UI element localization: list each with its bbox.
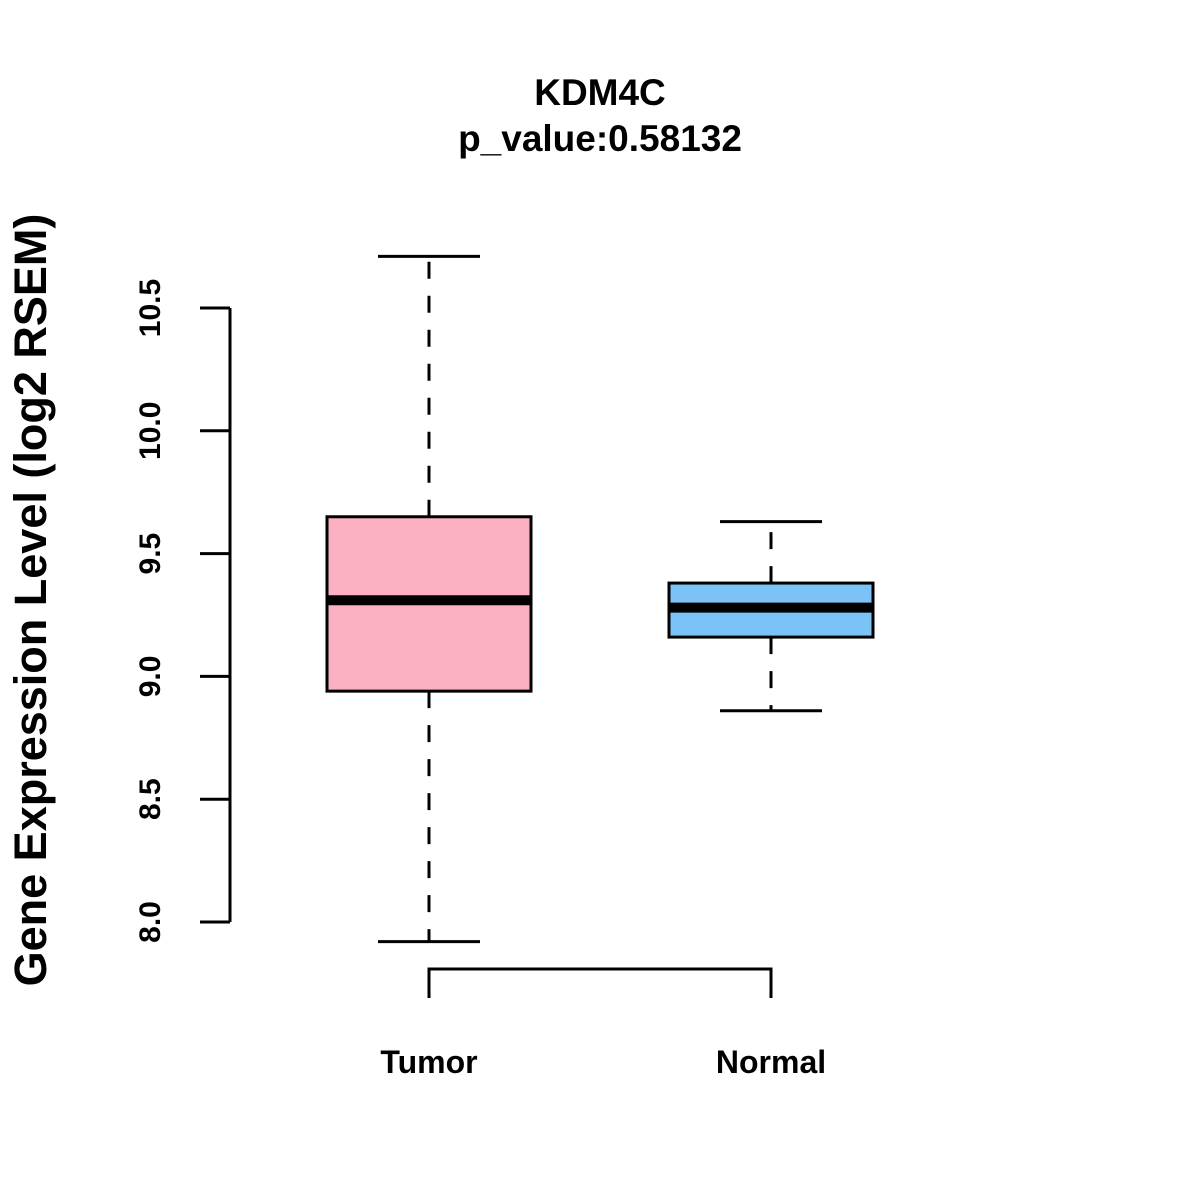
y-tick-label: 9.5 xyxy=(134,533,167,575)
y-tick-label: 8.5 xyxy=(134,778,167,820)
x-category-label: Normal xyxy=(716,1044,826,1080)
comparison-bracket xyxy=(427,967,773,998)
box-normal xyxy=(667,520,875,713)
boxes-group xyxy=(325,254,875,944)
box-tumor xyxy=(325,254,533,944)
y-tick-label: 10.5 xyxy=(134,279,167,337)
chart-subtitle: p_value:0.58132 xyxy=(458,118,742,159)
y-tick-label: 9.0 xyxy=(134,656,167,698)
y-tick-label: 8.0 xyxy=(134,901,167,943)
x-category-label: Tumor xyxy=(380,1044,477,1080)
bracket-line xyxy=(427,967,773,998)
y-tick-label: 10.0 xyxy=(134,402,167,460)
category-labels: Tumor Normal xyxy=(380,1044,826,1080)
chart-title: KDM4C xyxy=(534,72,666,113)
y-axis-label: Gene Expression Level (log2 RSEM) xyxy=(5,214,56,987)
y-axis: 8.0 8.5 9.0 9.5 10.0 10.5 xyxy=(134,279,232,943)
